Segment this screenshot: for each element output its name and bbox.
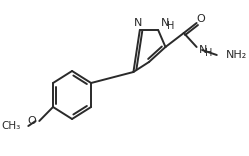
Text: CH₃: CH₃ <box>2 121 21 131</box>
Text: NH₂: NH₂ <box>226 50 247 60</box>
Text: H: H <box>205 48 212 58</box>
Text: N: N <box>134 18 142 28</box>
Text: N: N <box>199 45 208 55</box>
Text: O: O <box>28 116 37 126</box>
Text: N: N <box>161 18 170 28</box>
Text: H: H <box>167 21 175 31</box>
Text: O: O <box>197 14 206 24</box>
